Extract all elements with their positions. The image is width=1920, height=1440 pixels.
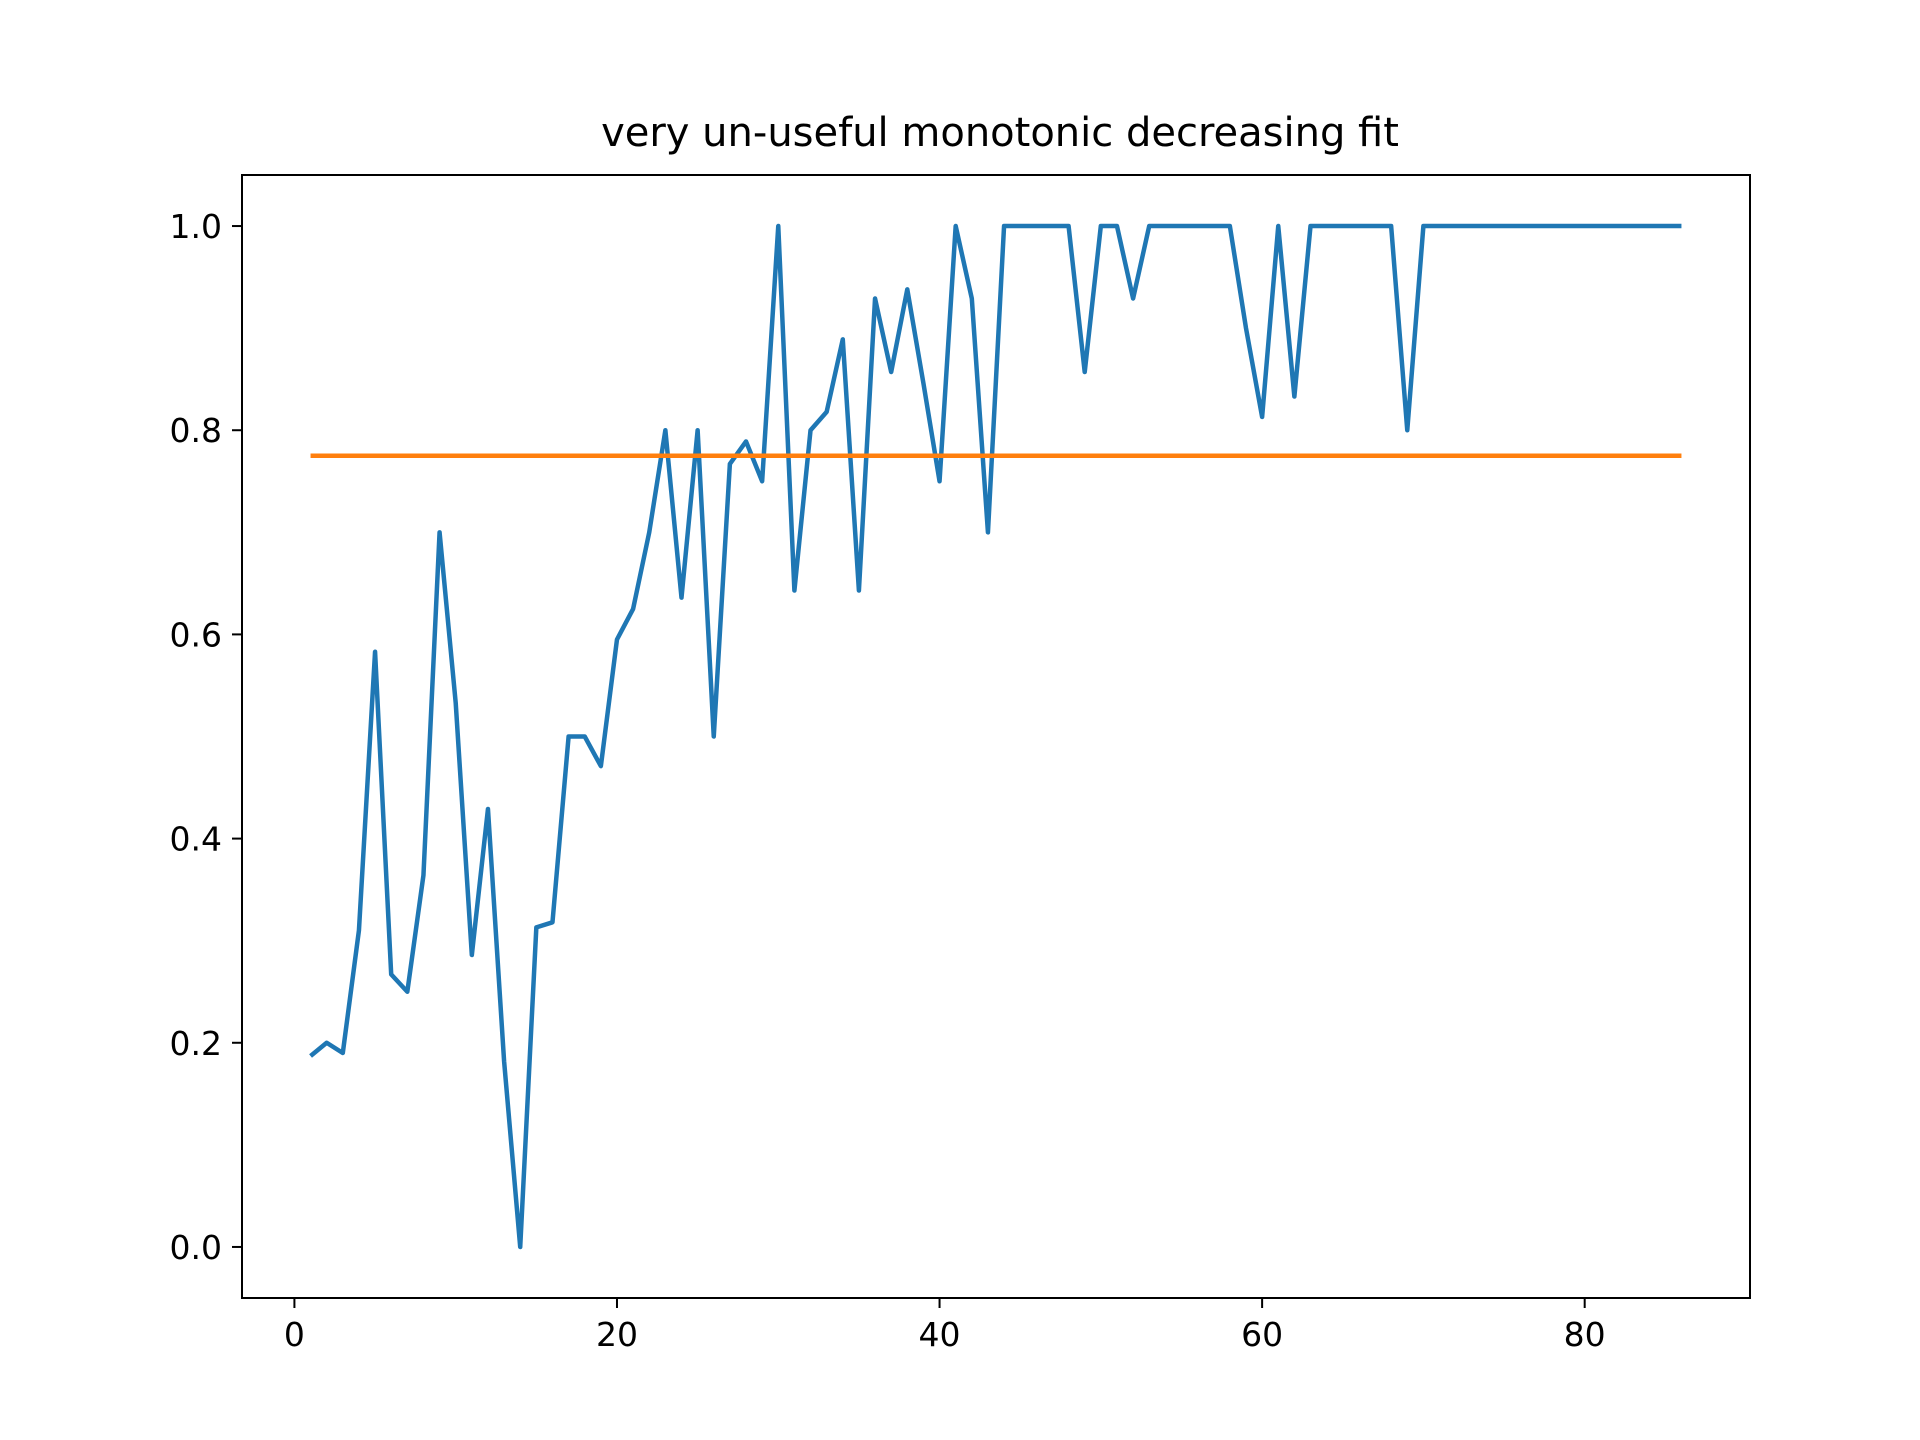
y-tick-label: 0.2 — [170, 1024, 222, 1063]
y-tick-label: 1.0 — [170, 207, 222, 246]
y-tick-label: 0.4 — [170, 820, 222, 859]
y-tick-label: 0.6 — [170, 615, 222, 654]
x-tick-label: 20 — [596, 1315, 638, 1354]
y-tick-label: 0.8 — [170, 411, 222, 450]
x-tick-label: 60 — [1241, 1315, 1283, 1354]
x-tick-label: 80 — [1564, 1315, 1606, 1354]
x-tick-label: 0 — [284, 1315, 305, 1354]
y-tick-label: 0.0 — [170, 1228, 222, 1267]
chart-title: very un-useful monotonic decreasing fit — [601, 110, 1399, 156]
x-tick-label: 40 — [919, 1315, 961, 1354]
